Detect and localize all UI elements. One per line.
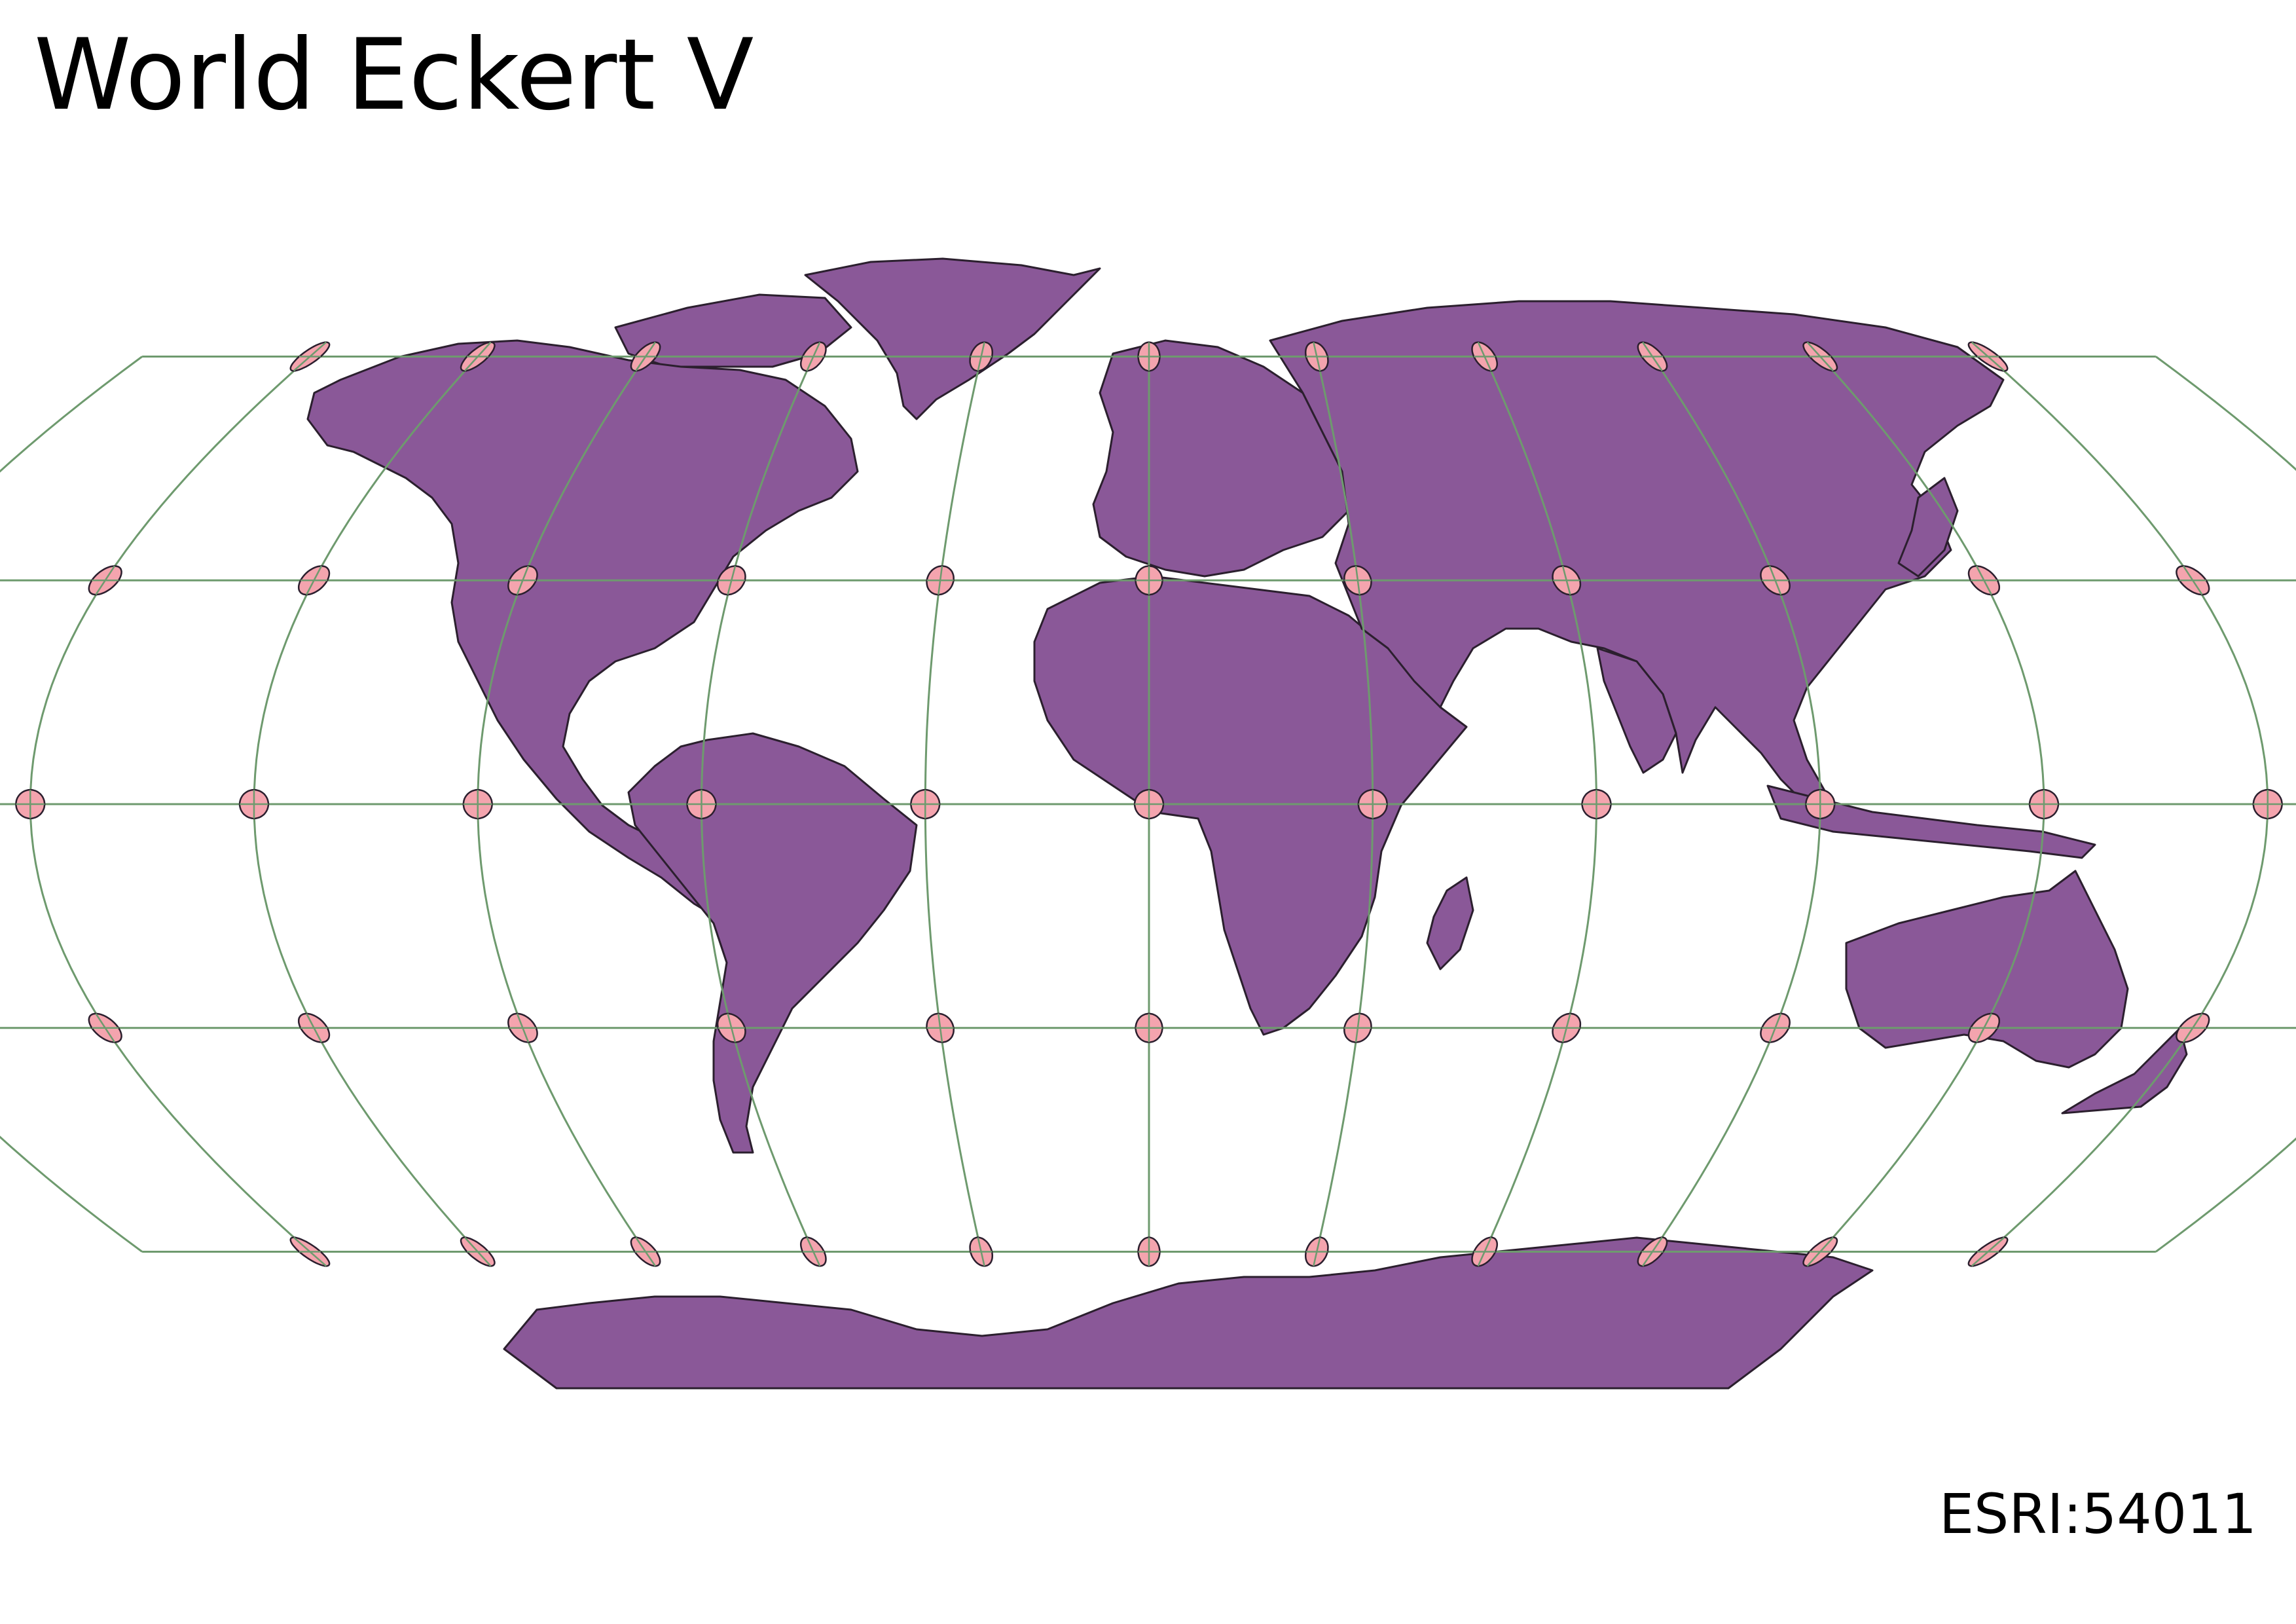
indicatrix-axis (727, 566, 737, 595)
indicatrix-axis (635, 341, 656, 372)
indicatrix-axis (977, 342, 985, 371)
landmass-asia (1269, 300, 2005, 807)
indicatrix-axis (1975, 1013, 1992, 1043)
indicatrix-axis (1561, 566, 1571, 595)
landmass-greenland (804, 257, 1101, 420)
indicatrix-axis (1642, 341, 1663, 372)
indicatrix-axis (1806, 1236, 1834, 1267)
indicatrix-axis (464, 341, 492, 372)
indicatrix-axis (516, 1013, 530, 1043)
indicatrix-axis (938, 1013, 943, 1043)
indicatrix-axis (1971, 341, 2005, 372)
landmass-indonesia (1766, 784, 2096, 859)
landmass-madagascar (1426, 876, 1474, 970)
indicatrix-axis (1313, 1237, 1321, 1266)
indicatrix-axis (306, 1013, 323, 1043)
indicatrix-axis (2182, 1013, 2203, 1043)
landmass-australia (1845, 870, 2129, 1069)
indicatrix-axis (1355, 1013, 1360, 1043)
indicatrix-axis (2182, 565, 2203, 595)
indicatrix-axis (938, 566, 943, 595)
indicatrix-axis (1971, 1236, 2005, 1267)
indicatrix-axis (306, 565, 323, 595)
landmass-south-america (627, 732, 918, 1154)
tissot-indicatrix (15, 341, 2283, 1267)
indicatrix-axis (635, 1236, 656, 1267)
indicatrix-axis (1561, 1013, 1571, 1043)
indicatrix-axis (293, 341, 327, 372)
indicatrix-axis (1477, 342, 1492, 371)
landmass-africa (1033, 575, 1468, 1036)
landmass-japan (1897, 477, 1959, 578)
indicatrix-axis (1806, 341, 1834, 372)
landmass-antarctica (503, 1236, 1874, 1390)
indicatrix-axis (1642, 1236, 1663, 1267)
indicatrix-axis (806, 342, 821, 371)
indicatrix-axis (293, 1236, 327, 1267)
indicatrix-axis (95, 1013, 116, 1043)
map-title: World Eckert V (34, 18, 754, 132)
landmass-europe (1092, 339, 1350, 578)
indicatrix-axis (727, 1013, 737, 1043)
indicatrix-axis (806, 1237, 821, 1266)
land-layer (306, 257, 2188, 1390)
indicatrix-axis (1313, 342, 1321, 371)
indicatrix-axis (1768, 565, 1782, 595)
indicatrix-axis (95, 565, 116, 595)
indicatrix-axis (464, 1236, 492, 1267)
crs-code: ESRI:54011 (1939, 1482, 2257, 1546)
indicatrix-axis (516, 565, 530, 595)
indicatrix-axis (1768, 1013, 1782, 1043)
indicatrix-axis (1477, 1237, 1492, 1266)
indicatrix-axis (977, 1237, 985, 1266)
landmass-india (1596, 647, 1677, 774)
indicatrix-axis (1975, 565, 1992, 595)
indicatrix-axis (1355, 566, 1360, 595)
